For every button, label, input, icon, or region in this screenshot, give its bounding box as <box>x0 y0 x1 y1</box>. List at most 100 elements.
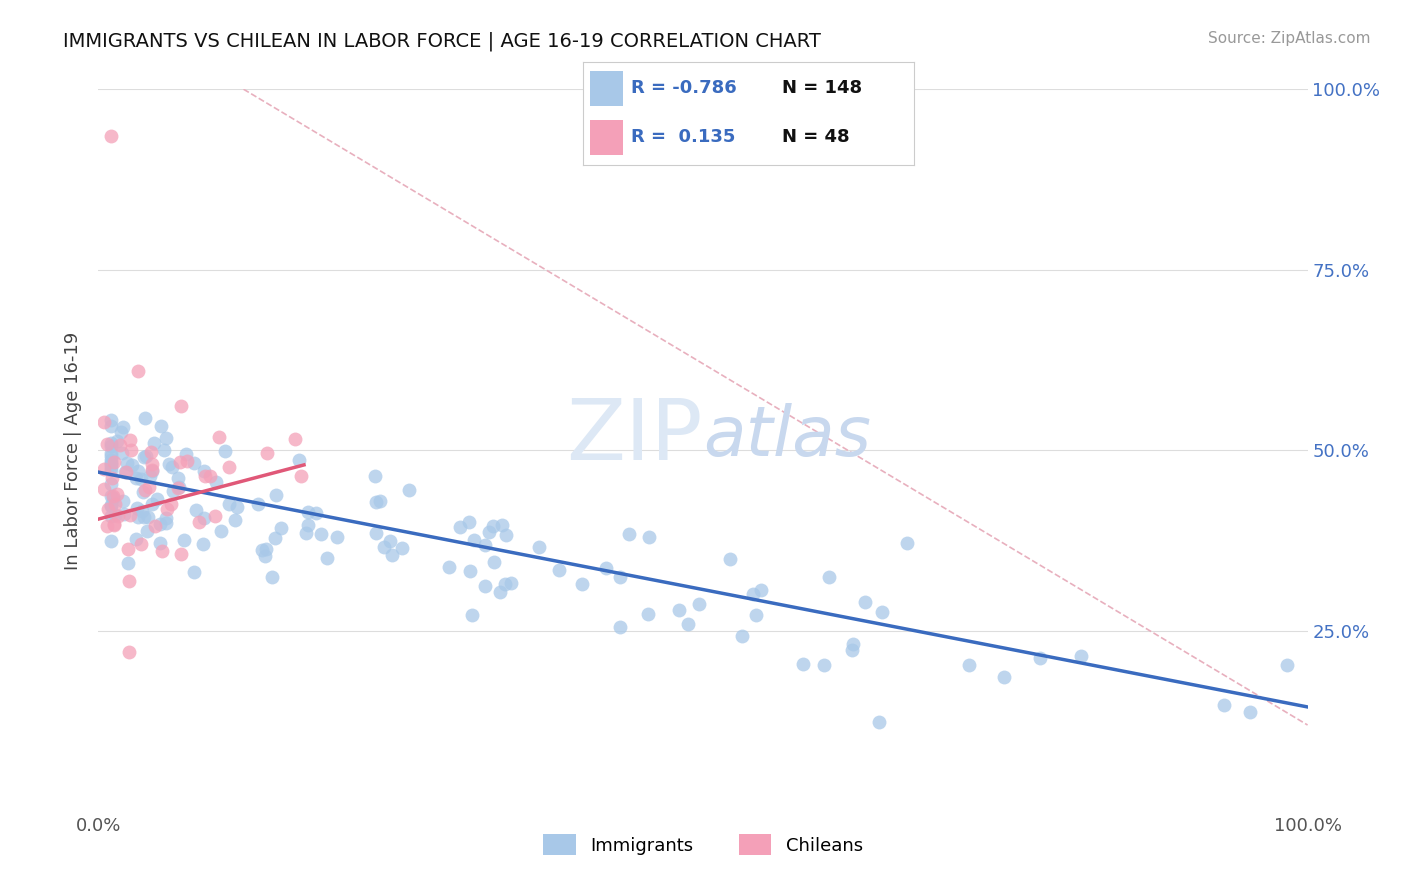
Point <box>103 518 125 533</box>
Point <box>93 415 115 429</box>
Point <box>100 463 122 477</box>
Point <box>1239 705 1261 719</box>
Text: Source: ZipAtlas.com: Source: ZipAtlas.com <box>1208 31 1371 46</box>
Text: IMMIGRANTS VS CHILEAN IN LABOR FORCE | AGE 16-19 CORRELATION CHART: IMMIGRANTS VS CHILEAN IN LABOR FORCE | A… <box>63 31 821 51</box>
Point <box>205 475 228 489</box>
Point <box>108 438 131 452</box>
Point <box>127 364 149 378</box>
Text: R =  0.135: R = 0.135 <box>631 128 735 146</box>
Point <box>896 536 918 550</box>
Point <box>160 460 183 475</box>
Point <box>676 617 699 632</box>
Point <box>127 509 149 524</box>
Point <box>141 496 163 510</box>
Point <box>153 442 176 457</box>
Point <box>326 530 349 544</box>
Point <box>166 481 188 495</box>
Point <box>104 497 127 511</box>
Point <box>127 501 149 516</box>
Point <box>132 510 155 524</box>
Point <box>139 445 162 459</box>
Point <box>264 488 287 502</box>
Point <box>112 507 135 521</box>
Point <box>145 492 167 507</box>
Point <box>100 418 122 433</box>
Point <box>142 435 165 450</box>
Point <box>100 129 122 144</box>
Point <box>96 437 118 451</box>
Point <box>141 464 163 478</box>
Point <box>617 526 640 541</box>
Text: N = 48: N = 48 <box>782 128 849 146</box>
Point <box>198 469 221 483</box>
Point <box>463 533 485 547</box>
Point <box>125 471 148 485</box>
Point <box>155 511 177 525</box>
Point <box>149 535 172 549</box>
Point <box>127 464 149 478</box>
Point <box>957 658 980 673</box>
Point <box>100 477 122 491</box>
Legend: Immigrants, Chileans: Immigrants, Chileans <box>534 825 872 864</box>
Point <box>115 456 138 470</box>
Point <box>449 520 471 534</box>
Point <box>100 412 122 426</box>
Point <box>364 469 387 483</box>
Point <box>170 399 193 413</box>
Point <box>193 464 215 478</box>
Text: ZIP: ZIP <box>567 394 703 477</box>
Point <box>101 491 124 505</box>
Point <box>183 456 205 470</box>
Point <box>105 434 128 449</box>
Point <box>93 483 115 497</box>
Point <box>193 537 215 551</box>
Point <box>1070 648 1092 663</box>
Point <box>366 526 388 541</box>
Point <box>100 498 122 512</box>
Point <box>458 565 481 579</box>
Point <box>114 465 136 479</box>
Point <box>120 508 142 523</box>
Point <box>100 457 122 471</box>
Point <box>100 500 122 514</box>
Point <box>143 519 166 533</box>
Point <box>818 570 841 584</box>
Point <box>101 489 124 503</box>
Point <box>135 524 157 538</box>
Point <box>135 450 157 464</box>
Point <box>141 463 163 477</box>
Point <box>136 510 159 524</box>
Point <box>792 657 814 671</box>
Point <box>872 605 894 619</box>
Y-axis label: In Labor Force | Age 16-19: In Labor Force | Age 16-19 <box>65 331 83 570</box>
Point <box>439 559 461 574</box>
Point <box>138 480 160 494</box>
Point <box>309 526 332 541</box>
Point <box>638 530 661 544</box>
Point <box>117 556 139 570</box>
Point <box>474 538 496 552</box>
Point <box>150 419 173 434</box>
Point <box>290 469 312 483</box>
Point <box>176 447 198 461</box>
Point <box>478 524 501 539</box>
Point <box>458 515 481 529</box>
Point <box>156 502 179 516</box>
Point <box>256 445 278 459</box>
Point <box>100 459 122 474</box>
Point <box>730 629 752 643</box>
Point <box>295 525 318 540</box>
Bar <box>591 120 623 155</box>
Point <box>263 531 285 545</box>
Point <box>105 487 128 501</box>
Point <box>609 620 631 634</box>
Point <box>120 433 142 447</box>
Point <box>104 508 127 522</box>
Point <box>595 561 617 575</box>
Point <box>494 577 516 591</box>
Point <box>100 449 122 463</box>
Point <box>246 497 269 511</box>
Point <box>250 543 273 558</box>
Point <box>209 524 232 538</box>
Point <box>571 576 593 591</box>
